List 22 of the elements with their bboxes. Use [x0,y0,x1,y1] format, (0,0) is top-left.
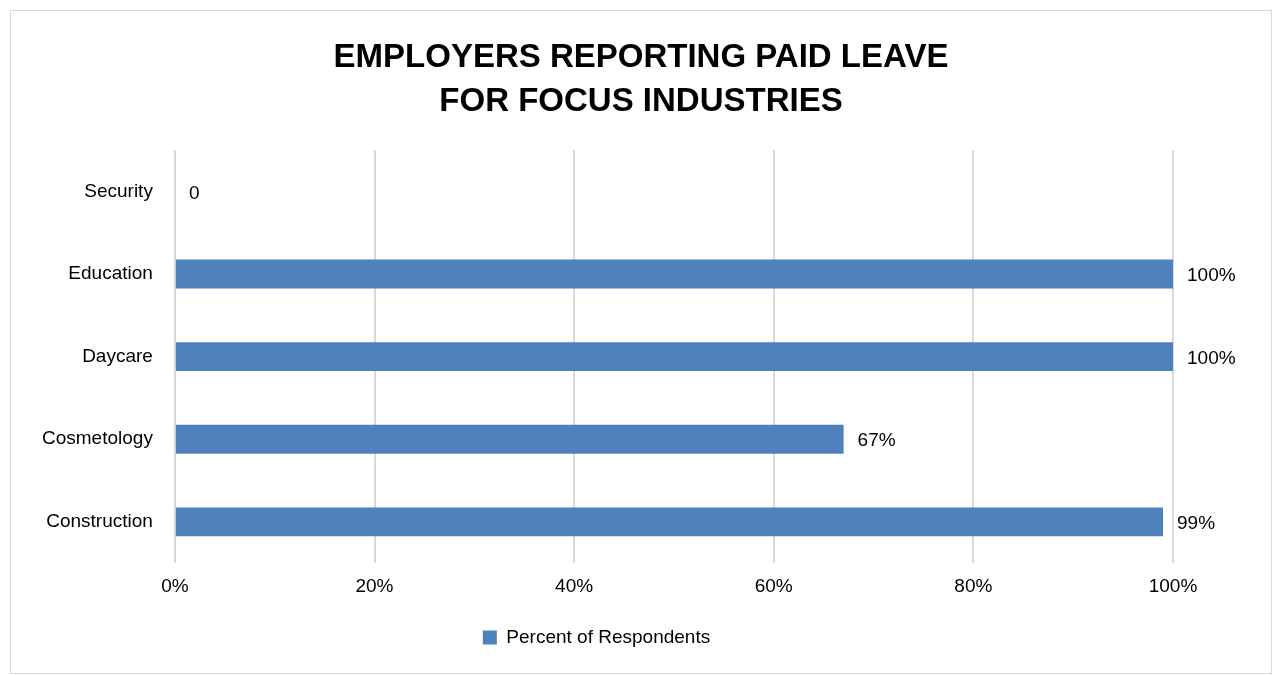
data-label: 0 [188,181,200,203]
bar [175,259,1173,289]
x-tick-label: 20% [355,574,394,596]
data-label: 100% [1187,264,1236,286]
y-tick-label: Daycare [82,344,153,366]
chart-title: EMPLOYERS REPORTING PAID LEAVE FOR FOCUS INDUSTRIES [332,36,950,120]
x-tick-label: 0% [161,574,189,596]
y-tick-label: Education [68,262,153,284]
y-tick-label: Construction [46,510,153,532]
y-tick-label: Security [84,179,154,201]
data-label: 67% [857,429,896,451]
x-tick-label: 80% [954,574,993,596]
bar [175,424,844,454]
y-tick-label: Cosmetology [41,427,154,449]
bar [175,342,1173,372]
data-label: 100% [1187,346,1236,368]
x-tick-label: 60% [754,574,793,596]
legend-label: Percent of Respondents [506,625,711,647]
data-label: 99% [1177,512,1216,534]
x-tick-label: 100% [1148,574,1198,596]
x-tick-label: 40% [555,574,594,596]
bar [175,507,1164,537]
